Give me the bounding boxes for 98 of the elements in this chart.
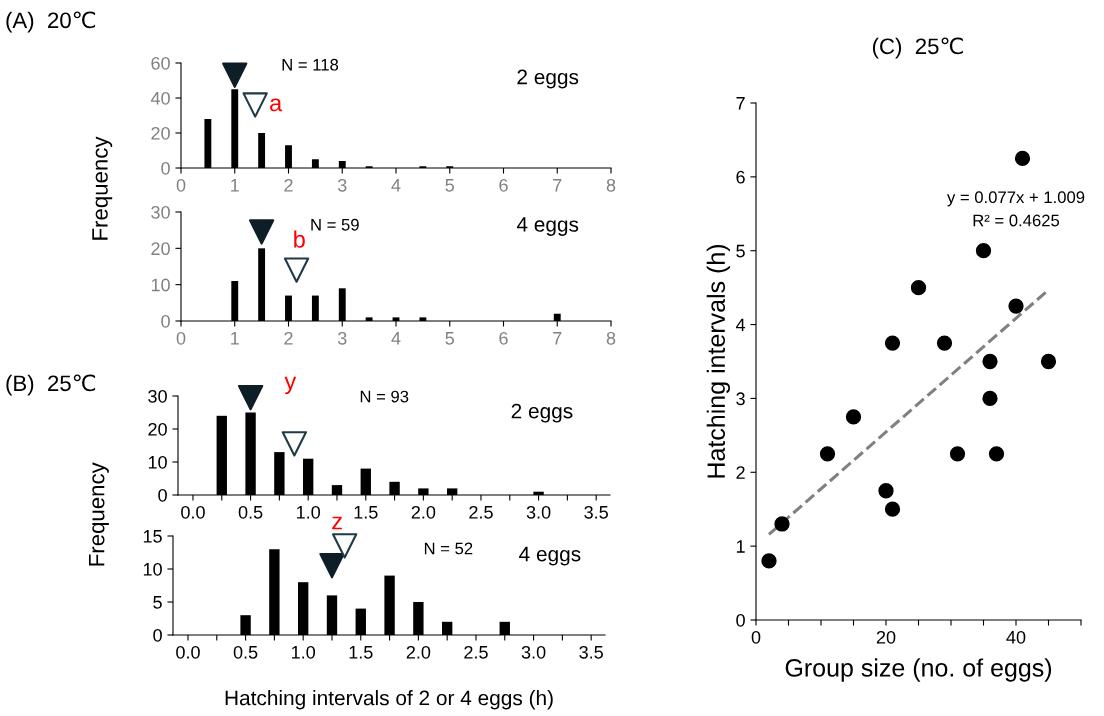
x-tick-label: 2.0 <box>406 645 431 659</box>
point <box>982 390 998 407</box>
x-tick-label: 7 <box>553 332 562 345</box>
point <box>1040 353 1057 370</box>
y-axis-title: Hatching intervals (h) <box>706 244 730 478</box>
y-tick-label: 7 <box>736 97 745 110</box>
y-tick-label: 20 <box>148 422 167 436</box>
y-tick-label: 40 <box>150 91 170 105</box>
x-tick-label: 8 <box>606 178 616 192</box>
x-tick-label: 0.0 <box>176 645 200 659</box>
x-tick-label: 2 <box>284 178 293 192</box>
x-tick-label: 0.0 <box>181 505 205 519</box>
point <box>988 446 1005 462</box>
y-tick-label: 10 <box>151 278 170 292</box>
text: y <box>284 376 297 395</box>
x-tick-label: 1.0 <box>297 505 321 519</box>
point <box>774 516 790 532</box>
x-tick-label: 3 <box>337 178 347 192</box>
x-tick-label: 2.5 <box>464 645 488 659</box>
x-tick-label: 1.5 <box>349 646 373 659</box>
x-tick-label: 3.0 <box>526 505 551 519</box>
point <box>884 335 901 351</box>
x-tick-label: 6 <box>499 178 508 192</box>
annotation: 4 eggs <box>519 546 581 566</box>
x-tick-label: 3.5 <box>579 645 603 659</box>
y-tick-label: 0 <box>736 613 745 627</box>
y-tick-label: 3 <box>736 392 745 406</box>
point <box>845 409 862 425</box>
y-tick-label: 20 <box>151 242 170 256</box>
x-tick-label: 0 <box>176 331 186 345</box>
x-tick-label: 3 <box>337 331 347 345</box>
annotation: N = 52 <box>424 542 473 555</box>
annotation: a <box>270 98 283 112</box>
point <box>936 335 953 351</box>
x-tick-label: 6 <box>499 331 508 345</box>
x-tick-label: 1 <box>231 179 239 192</box>
y-tick-label: 20 <box>151 126 170 140</box>
annotation: N = 93 <box>360 390 409 403</box>
annotation: 2 eggs <box>511 403 573 423</box>
point <box>1008 298 1024 314</box>
point <box>819 446 836 462</box>
x-tick-label: 8 <box>606 331 616 345</box>
x-tick-label: 40 <box>1006 630 1026 644</box>
x-tick-label: 7 <box>553 179 562 192</box>
chart-title: (B) 25℃ <box>6 374 96 396</box>
x-tick-label: 0 <box>176 178 186 192</box>
annotation: R² = 0.4625 <box>973 214 1060 227</box>
point <box>982 353 998 370</box>
x-axis-title: Hatching intervals of 2 or 4 eggs (h) <box>225 690 553 710</box>
y-tick-label: 15 <box>143 530 162 543</box>
x-tick-label: 1.5 <box>354 506 378 519</box>
x-tick-label: 5 <box>445 179 455 192</box>
x-tick-label: 0 <box>751 630 761 644</box>
x-tick-label: 3.0 <box>521 645 546 659</box>
point <box>975 243 992 259</box>
annotation: b <box>294 230 305 248</box>
y-tick-label: 30 <box>148 389 167 403</box>
x-tick-label: 1.0 <box>292 645 316 659</box>
y-tick-label: 10 <box>143 562 162 576</box>
y-tick-label: 1 <box>736 540 745 553</box>
point <box>949 446 966 462</box>
y-tick-label: 10 <box>148 455 167 469</box>
chart-title: (C) 25℃ <box>872 37 963 59</box>
y-tick-label: 0 <box>161 314 170 328</box>
annotation: 4 eggs <box>516 217 579 236</box>
point <box>910 280 927 296</box>
point <box>884 501 901 517</box>
y-tick-label: 2 <box>736 466 745 479</box>
y-axis-title: Frequency <box>92 136 113 240</box>
point <box>878 483 894 499</box>
x-tick-label: 4 <box>391 332 401 345</box>
x-tick-label: 1 <box>231 332 239 345</box>
y-tick-label: 5 <box>153 596 162 609</box>
x-tick-label: 20 <box>876 630 896 644</box>
annotation: N = 118 <box>282 58 339 71</box>
annotation: 2 eggs <box>517 69 579 89</box>
annotation: N = 59 <box>311 218 359 231</box>
annotation: y = 0.077x + 1.009 <box>947 191 1085 207</box>
x-tick-label: 4 <box>391 179 401 192</box>
y-tick-label: 30 <box>151 205 170 219</box>
text: z <box>332 516 342 530</box>
x-tick-label: 0.5 <box>238 505 263 519</box>
y-tick-label: 0 <box>161 161 170 175</box>
y-tick-label: 4 <box>735 318 746 332</box>
point <box>761 553 777 569</box>
y-tick-label: 0 <box>158 488 167 502</box>
chart-title: (A) 20℃ <box>6 11 96 33</box>
point <box>1014 150 1031 167</box>
y-axis-title: Frequency <box>88 462 109 566</box>
x-tick-label: 0.5 <box>233 645 258 659</box>
x-tick-label: 2 <box>284 331 293 345</box>
y-tick-label: 60 <box>151 56 170 70</box>
y-tick-label: 5 <box>736 244 745 258</box>
x-axis-title: Group size (no. of eggs) <box>785 658 1052 682</box>
x-tick-label: 2.0 <box>411 505 436 519</box>
x-tick-label: 3.5 <box>584 505 608 519</box>
x-tick-label: 5 <box>445 332 455 345</box>
x-tick-label: 2.5 <box>469 505 493 519</box>
